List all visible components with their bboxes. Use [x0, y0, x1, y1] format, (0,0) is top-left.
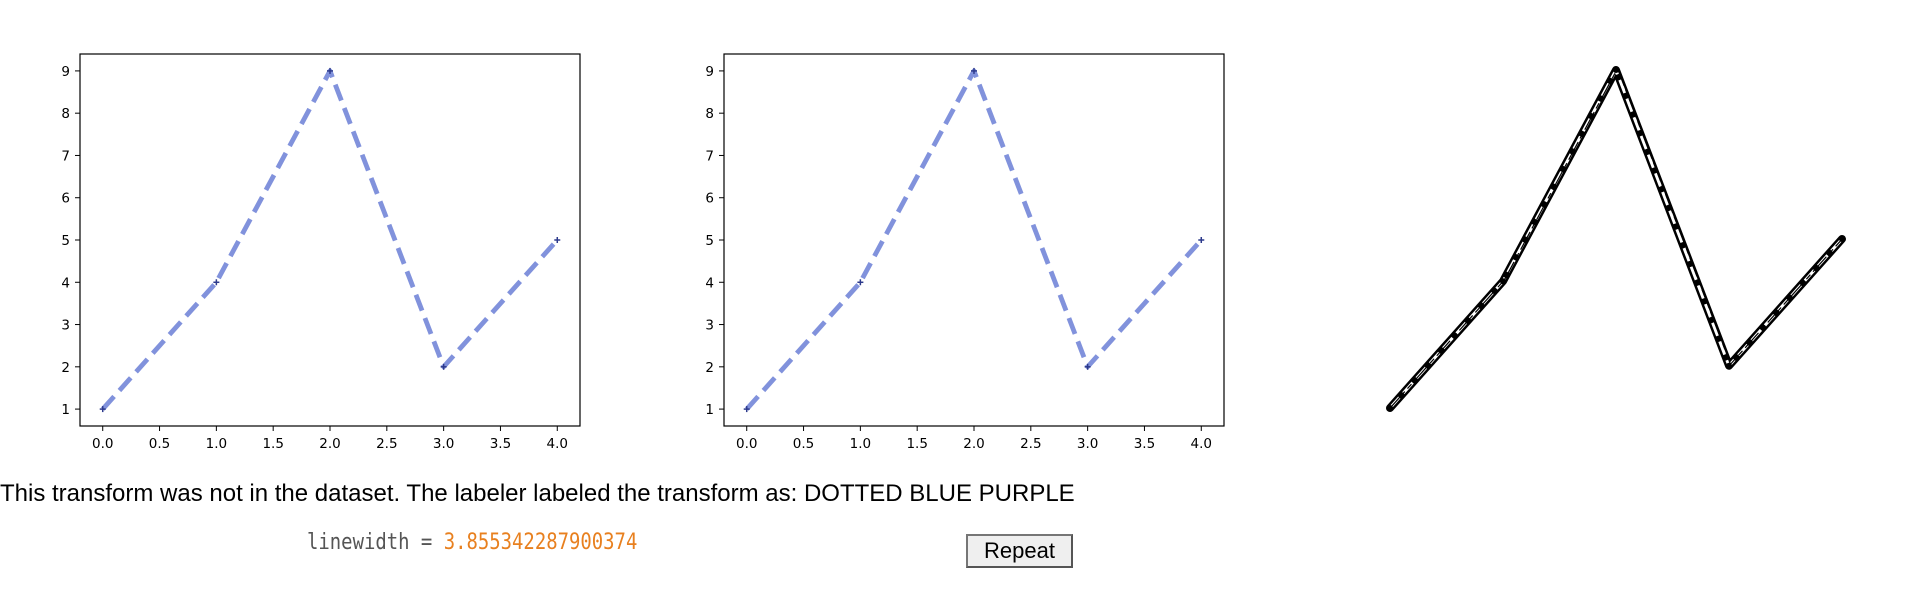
y-tick-label: 7: [61, 148, 70, 164]
x-tick-label: 0.5: [793, 436, 814, 452]
x-tick-label: 3.5: [1134, 436, 1155, 452]
y-tick-label: 1: [61, 402, 70, 418]
sketch-vertex: [1839, 236, 1845, 242]
axes-frame: [723, 53, 1225, 427]
y-tick-label: 3: [705, 318, 714, 334]
y-tick-label: 8: [705, 106, 714, 122]
x-tick-label: 2.5: [1020, 436, 1041, 452]
x-tick-label: 0.0: [736, 436, 757, 452]
x-tick-label: 1.5: [906, 436, 927, 452]
x-tick-label: 1.0: [206, 436, 227, 452]
x-tick-label: 1.0: [850, 436, 871, 452]
sketch-stroke-outer: [1386, 66, 1846, 412]
repeat-button[interactable]: Repeat: [966, 534, 1073, 568]
code-value: 3.855342287900374: [443, 530, 638, 555]
y-tick-label: 5: [61, 233, 70, 249]
series-line: [744, 68, 1204, 411]
y-tick-label: 3: [61, 318, 70, 334]
x-tick-label: 3.5: [490, 436, 511, 452]
y-tick-label: 8: [61, 106, 70, 122]
y-tick-label: 9: [705, 64, 714, 80]
x-tick-label: 1.5: [262, 436, 283, 452]
y-tick-label: 4: [705, 275, 714, 291]
code-variable: linewidth =: [307, 530, 444, 555]
line-sketch-drawing: [1386, 66, 1846, 412]
x-tick-label: 2.5: [376, 436, 397, 452]
y-tick-label: 4: [61, 275, 70, 291]
sketch-vertex: [1726, 362, 1732, 369]
y-tick-label: 2: [61, 360, 70, 376]
y-tick-label: 7: [705, 148, 714, 164]
x-tick-label: 2.0: [963, 436, 984, 452]
y-tick-label: 6: [705, 191, 714, 207]
y-tick-label: 6: [61, 191, 70, 207]
line-chart-original: 0.0 0.5 1.0 1.5 2.0 2.5 3.0 3.5 4.0 1 2 3 4 5 6 7 8 9: [61, 53, 581, 452]
axes-frame: [79, 53, 581, 427]
sketch-stroke-detail: [1391, 67, 1844, 407]
linewidth-code: linewidth = 3.855342287900374: [307, 530, 637, 555]
y-tick-label: 2: [705, 360, 714, 376]
x-tick-label: 0.0: [92, 436, 113, 452]
sketch-vertex: [1387, 405, 1393, 411]
x-tick-label: 2.0: [319, 436, 340, 452]
x-tick-label: 3.0: [1077, 436, 1098, 452]
y-tick-label: 1: [705, 402, 714, 418]
x-tick-label: 3.0: [433, 436, 454, 452]
transform-message: This transform was not in the dataset. T…: [0, 480, 1075, 507]
series-line: [100, 68, 560, 411]
y-tick-label: 5: [705, 233, 714, 249]
sketch-stroke-inner: [1388, 68, 1844, 409]
x-tick-label: 4.0: [1191, 436, 1212, 452]
sketch-vertex: [1613, 67, 1619, 73]
y-tick-label: 9: [61, 64, 70, 80]
sketch-vertex: [1500, 278, 1506, 285]
x-tick-label: 4.0: [547, 436, 568, 452]
line-chart-transformed: 0.0 0.5 1.0 1.5 2.0 2.5 3.0 3.5 4.0 1 2 3 4 5 6 7 8 9: [705, 53, 1225, 452]
x-tick-label: 0.5: [149, 436, 170, 452]
